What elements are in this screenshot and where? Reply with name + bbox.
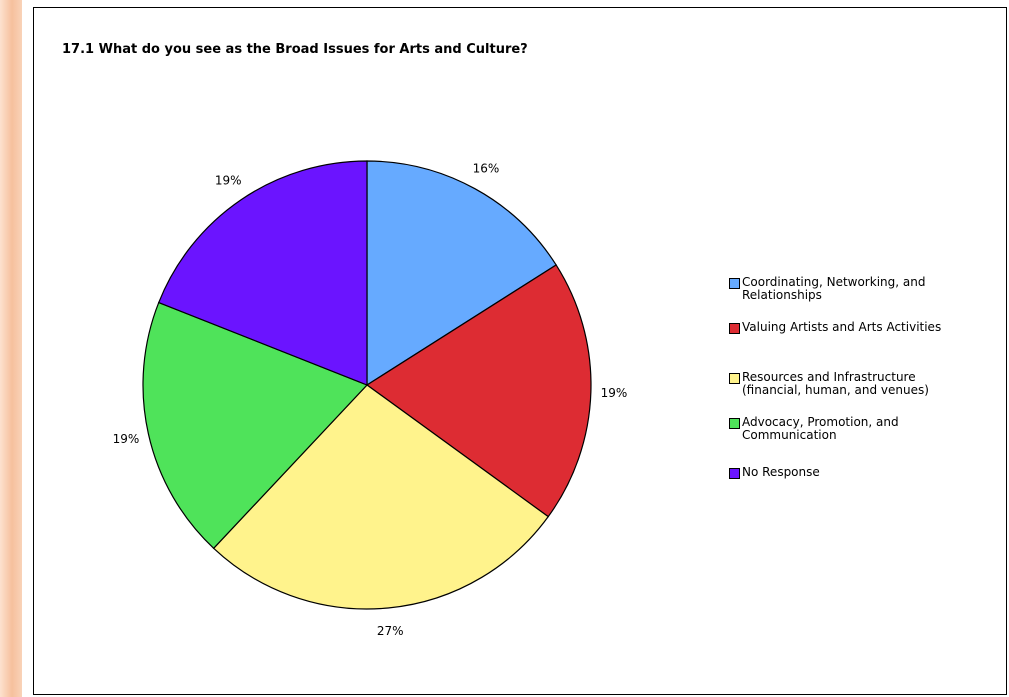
legend-item-1: Coordinating, Networking, and Relationsh… [729, 276, 925, 302]
pie-slice-1 [366, 160, 557, 387]
legend-swatch [729, 278, 740, 289]
legend-swatch [729, 373, 740, 384]
legend-label: Resources and Infrastructure (financial,… [742, 370, 929, 397]
slice-label-5: 19% [215, 174, 242, 188]
slice-label-4: 19% [113, 432, 140, 446]
legend-swatch [729, 418, 740, 429]
legend-item-4: Advocacy, Promotion, and Communication [729, 416, 899, 442]
legend-item-5: No Response [729, 466, 820, 479]
pie-slice-4 [142, 301, 369, 550]
legend-swatch [729, 468, 740, 479]
legend-label: Advocacy, Promotion, and Communication [742, 415, 899, 442]
chart-title: 17.1 What do you see as the Broad Issues… [62, 42, 528, 57]
pie-slice-2 [365, 264, 592, 518]
slice-label-2: 19% [601, 386, 628, 400]
legend-label: Coordinating, Networking, and Relationsh… [742, 275, 926, 302]
pie-slice-3 [212, 384, 550, 610]
slice-label-3: 27% [377, 624, 404, 638]
pie-slice-5 [157, 160, 368, 386]
legend-swatch [729, 323, 740, 334]
slice-label-1: 16% [473, 162, 500, 176]
legend-label: Valuing Artists and Arts Activities [742, 320, 942, 334]
page-margin-stripe [0, 0, 22, 697]
pie-chart: 16% 19% 27% 19% 19% [113, 160, 628, 638]
legend-item-2: Valuing Artists and Arts Activities [729, 321, 941, 334]
legend-label: No Response [742, 465, 820, 479]
chart-frame: 17.1 What do you see as the Broad Issues… [33, 7, 1007, 695]
legend-item-3: Resources and Infrastructure (financial,… [729, 371, 929, 397]
